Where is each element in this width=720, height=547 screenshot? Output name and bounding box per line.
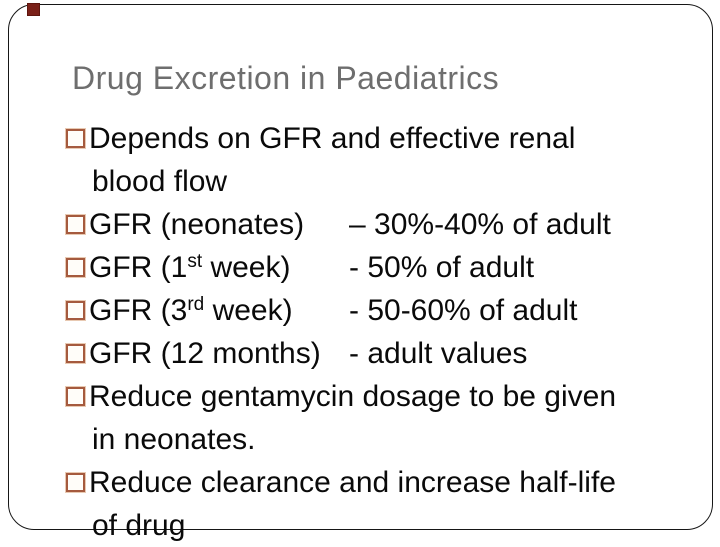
bullet-line-gfr-3rd-week: GFR (3rd week) - 50-60% of adult — [66, 289, 712, 332]
wrapped-line-in-neonates: in neonates. — [66, 418, 712, 461]
gfr-label: GFR (neonates) — [89, 208, 305, 241]
gfr-value: - adult values — [349, 337, 528, 370]
bullet-line-gfr-neonates: GFR (neonates) – 30%-40% of adult — [66, 203, 712, 246]
gfr-label: week) — [202, 251, 291, 284]
bullet-square-icon — [66, 301, 85, 320]
bullet-line-depends: Depends on GFR and effective renal — [66, 117, 712, 160]
ordinal-superscript: rd — [187, 294, 205, 315]
gfr-label: GFR (12 months) — [89, 337, 321, 370]
slide-body: Depends on GFR and effective renal blood… — [66, 117, 712, 547]
bullet-square-icon — [66, 129, 85, 148]
line-text: Reduce gentamycin dosage to be given — [89, 380, 617, 413]
bullet-square-icon — [66, 215, 85, 234]
bullet-square-icon — [66, 473, 85, 492]
slide-border-frame — [8, 4, 713, 530]
wrapped-line-blood-flow: blood flow — [66, 160, 712, 203]
bullet-line-gfr-1st-week: GFR (1st week) - 50% of adult — [66, 246, 712, 289]
line-text: in neonates. — [92, 423, 256, 456]
line-text: of drug — [92, 509, 186, 542]
slide-title: Drug Excretion in Paediatrics — [72, 60, 500, 96]
corner-marker — [27, 3, 40, 16]
bullet-square-icon — [66, 258, 85, 277]
bullet-line-reduce-gentamycin: Reduce gentamycin dosage to be given — [66, 375, 712, 418]
ordinal-superscript: st — [187, 251, 203, 272]
gfr-label: GFR (3 — [89, 294, 188, 327]
line-text: Reduce clearance and increase half-life — [89, 466, 616, 499]
gfr-value: - 50-60% of adult — [349, 294, 578, 327]
wrapped-line-of-drug: of drug — [66, 504, 712, 547]
line-text: Depends on GFR and effective renal — [89, 122, 576, 155]
gfr-label: week) — [204, 294, 293, 327]
line-text: blood flow — [92, 165, 228, 198]
bullet-line-reduce-clearance: Reduce clearance and increase half-life — [66, 461, 712, 504]
bullet-square-icon — [66, 344, 85, 363]
gfr-label: GFR (1 — [89, 251, 188, 284]
gfr-value: - 50% of adult — [349, 251, 535, 284]
bullet-square-icon — [66, 387, 85, 406]
bullet-line-gfr-12-months: GFR (12 months) - adult values — [66, 332, 712, 375]
gfr-value: – 30%-40% of adult — [349, 208, 611, 241]
